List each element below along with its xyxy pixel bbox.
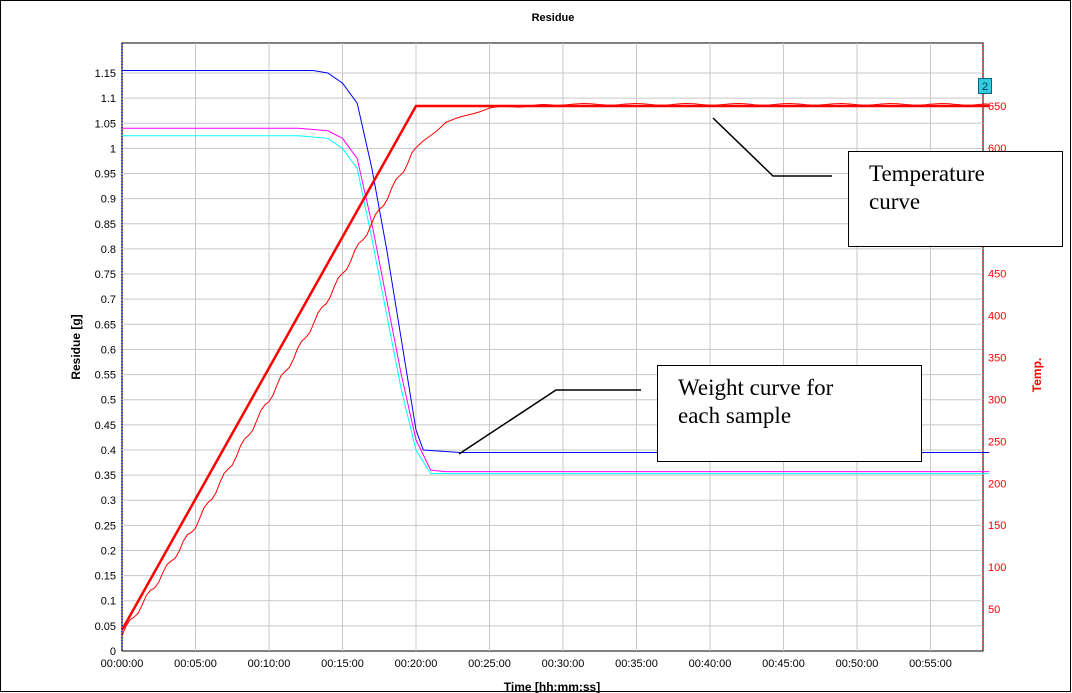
y2-tick-label: 200 (988, 478, 1006, 490)
y-tick-label: 0.8 (101, 244, 116, 256)
annotation-temperature: Temperature curve (848, 151, 1063, 247)
y-tick-label: 0.6 (101, 344, 116, 356)
series-line (122, 70, 990, 453)
y2-tick-label: 650 (988, 101, 1006, 113)
series-line (122, 127, 990, 473)
x-tick-label: 00:35:00 (615, 658, 658, 670)
y-tick-label: 0.75 (95, 269, 116, 281)
y-tick-label: 1.1 (101, 93, 116, 105)
y-tick-label: 0.5 (101, 395, 116, 407)
grid (122, 43, 983, 651)
y2-tick-label: 300 (988, 394, 1006, 406)
axes: 00:00:00 00:05:00 00:10:00 00:15:00 00:20:00… (95, 43, 1006, 670)
y-tick-label: 0.45 (95, 420, 116, 432)
x-tick-label: 00:40:00 (689, 658, 732, 670)
series-marker-badge: 2 (978, 78, 992, 94)
y-tick-label: 1.05 (95, 118, 116, 130)
x-tick-label: 00:00:00 (101, 658, 144, 670)
y-tick-label: 0.3 (101, 495, 116, 507)
y-tick-label: 0.65 (95, 319, 116, 331)
y-tick-label: 0.1 (101, 596, 116, 608)
y-axis-title: Residue [g] (69, 314, 83, 379)
y-tick-label: 0 (110, 646, 116, 658)
series-line (122, 135, 990, 475)
y-tick-label: 0.35 (95, 470, 116, 482)
x-tick-label: 00:25:00 (468, 658, 511, 670)
y-tick-label: 0.85 (95, 219, 116, 231)
y-tick-label: 0.9 (101, 194, 116, 206)
x-tick-label: 00:05:00 (174, 658, 217, 670)
plot-area (121, 42, 984, 652)
x-tick-label: 00:10:00 (248, 658, 291, 670)
y-tick-label: 0.4 (101, 445, 116, 457)
y-tick-label: 0.7 (101, 294, 116, 306)
annotation-weight: Weight curve for each sample (657, 365, 922, 462)
series-group (120, 70, 990, 637)
y-tick-label: 0.05 (95, 621, 116, 633)
y2-tick-label: 250 (988, 436, 1006, 448)
annotation-weight-line1: Weight curve for (678, 375, 834, 400)
annotation-temperature-line1: Temperature (869, 161, 985, 186)
annotation-temperature-line2: curve (869, 189, 921, 214)
y2-tick-label: 350 (988, 353, 1006, 365)
y-tick-label: 1 (110, 143, 116, 155)
y-tick-label: 0.55 (95, 370, 116, 382)
leader-weight (458, 389, 641, 455)
series-line (121, 102, 990, 637)
y-tick-label: 1.15 (95, 68, 116, 80)
x-axis-title: Time [hh:mm:ss] (504, 680, 600, 693)
chart-title: Residue (532, 12, 575, 24)
y2-tick-label: 100 (988, 562, 1006, 574)
y2-axis-title: Temp. (1030, 358, 1044, 392)
x-tick-label: 00:30:00 (542, 658, 585, 670)
y-tick-label: 0.15 (95, 571, 116, 583)
annotation-leaders (458, 117, 832, 455)
y2-tick-label: 450 (988, 269, 1006, 281)
y-tick-label: 0.2 (101, 545, 116, 557)
y2-tick-label: 400 (988, 311, 1006, 323)
x-tick-label: 00:20:00 (395, 658, 438, 670)
x-tick-label: 00:50:00 (836, 658, 879, 670)
x-tick-label: 00:15:00 (321, 658, 364, 670)
x-tick-label: 00:45:00 (762, 658, 805, 670)
y2-tick-label: 150 (988, 520, 1006, 532)
y2-tick-label: 50 (988, 604, 1000, 616)
x-tick-label: 00:55:00 (909, 658, 952, 670)
series-line (120, 104, 990, 631)
annotation-weight-line2: each sample (678, 403, 792, 428)
y-tick-label: 0.95 (95, 169, 116, 181)
y-tick-label: 0.25 (95, 520, 116, 532)
leader-temperature (712, 117, 832, 177)
